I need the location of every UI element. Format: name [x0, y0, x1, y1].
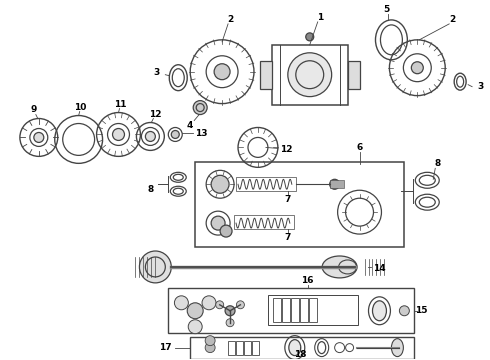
Text: 9: 9 — [31, 105, 37, 114]
Bar — [268, 295, 358, 325]
Text: 7: 7 — [285, 195, 291, 204]
Bar — [260, 61, 272, 89]
Text: 12: 12 — [280, 145, 292, 154]
Text: 12: 12 — [149, 110, 162, 119]
Ellipse shape — [289, 339, 301, 356]
Bar — [236, 341, 243, 355]
Circle shape — [306, 33, 314, 41]
Bar — [252, 341, 259, 355]
Circle shape — [226, 319, 234, 327]
Bar — [309, 298, 317, 322]
Circle shape — [34, 132, 44, 143]
Text: 10: 10 — [74, 103, 87, 112]
Bar — [347, 61, 360, 89]
Circle shape — [225, 306, 235, 316]
Circle shape — [140, 251, 171, 283]
Text: 18: 18 — [294, 350, 306, 359]
Circle shape — [237, 301, 245, 309]
Bar — [236, 177, 296, 191]
Text: 4: 4 — [187, 121, 194, 130]
Circle shape — [330, 179, 340, 189]
Circle shape — [399, 306, 409, 316]
Circle shape — [216, 301, 224, 309]
Text: 6: 6 — [356, 143, 363, 152]
Bar — [273, 298, 281, 322]
Ellipse shape — [322, 256, 357, 278]
Circle shape — [205, 343, 215, 352]
Circle shape — [211, 175, 229, 193]
Circle shape — [174, 296, 188, 310]
Text: 17: 17 — [159, 343, 171, 352]
Text: 8: 8 — [147, 185, 153, 194]
Bar — [291, 298, 299, 322]
Text: 3: 3 — [153, 68, 159, 77]
Text: 5: 5 — [383, 5, 390, 14]
Circle shape — [193, 100, 207, 114]
Bar — [330, 180, 343, 188]
Text: 2: 2 — [227, 15, 233, 24]
Circle shape — [214, 64, 230, 80]
Circle shape — [146, 131, 155, 141]
Circle shape — [202, 296, 216, 310]
Bar — [195, 162, 404, 247]
Bar — [282, 298, 290, 322]
Bar — [190, 337, 415, 359]
Circle shape — [113, 129, 124, 140]
Bar — [228, 341, 235, 355]
Circle shape — [411, 62, 423, 74]
Circle shape — [205, 336, 215, 346]
Text: 8: 8 — [434, 159, 441, 168]
Text: 15: 15 — [415, 306, 428, 315]
Text: 1: 1 — [317, 13, 323, 22]
Text: 2: 2 — [449, 15, 455, 24]
Text: 11: 11 — [114, 100, 127, 109]
Ellipse shape — [372, 301, 387, 321]
Circle shape — [172, 130, 179, 139]
Text: 14: 14 — [373, 265, 386, 274]
Circle shape — [288, 53, 332, 96]
Bar — [168, 288, 415, 333]
Text: 13: 13 — [195, 129, 207, 138]
Ellipse shape — [392, 339, 403, 357]
Bar — [300, 298, 308, 322]
Text: 16: 16 — [301, 276, 314, 285]
Circle shape — [187, 303, 203, 319]
Text: 3: 3 — [477, 82, 483, 91]
Bar — [272, 45, 347, 105]
Bar — [244, 341, 251, 355]
Text: 7: 7 — [285, 233, 291, 242]
Bar — [234, 215, 294, 229]
Circle shape — [220, 225, 232, 237]
Circle shape — [188, 320, 202, 334]
Circle shape — [211, 216, 225, 230]
